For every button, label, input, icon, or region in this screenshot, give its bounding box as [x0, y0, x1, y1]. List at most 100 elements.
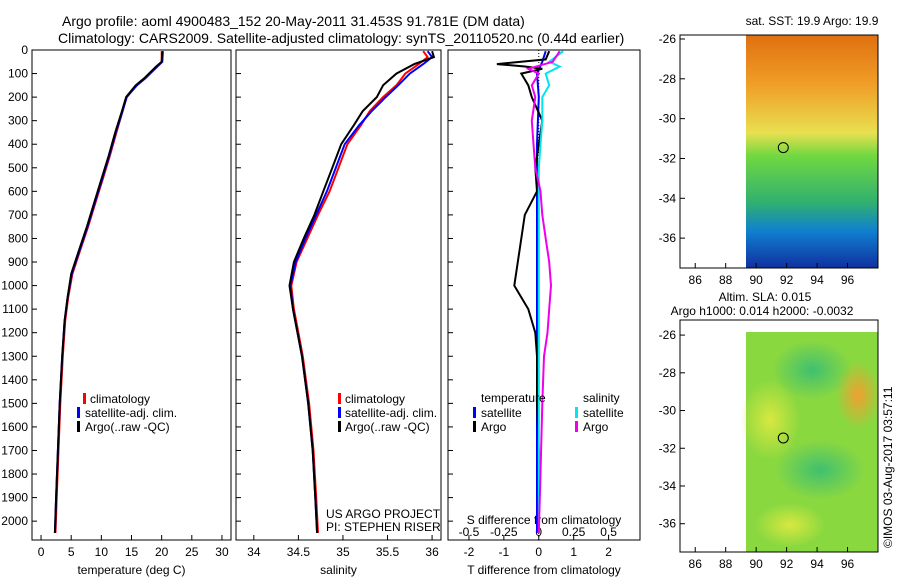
y-tick-label: 1700	[1, 443, 28, 457]
legend-swatch-sal-satellite	[575, 407, 578, 418]
legend-swatch-climatology	[83, 393, 86, 404]
map-y-tick-label: -28	[659, 366, 677, 380]
plot-frame	[31, 49, 232, 541]
pi-credit: PI: STEPHEN RISER	[326, 520, 441, 534]
difference-panel: -2 -1 0 1 2-0.5 -0.25 0 0.25 0.5S difference fro…	[447, 49, 641, 577]
temperature-panel: 0 5 10 15 20 25 30 temperature (deg C) 0 100 200 30…	[1, 43, 232, 577]
figure-title-line1: Argo profile: aoml 4900483_152 20-May-20…	[62, 13, 525, 29]
x-tick-label: 15	[125, 545, 139, 559]
legend-swatch-satellite	[77, 407, 80, 418]
y-tick-label: 400	[8, 137, 28, 151]
map-x-tick-label: 94	[810, 557, 824, 571]
y-tick-label: 1000	[1, 279, 28, 293]
x-tick-label: 36	[425, 545, 439, 559]
y-tick-label: 1600	[1, 420, 28, 434]
x-tick-label: 20	[155, 545, 169, 559]
legend-label-climatology: climatology	[345, 392, 405, 406]
map-y-tick-label: -30	[659, 112, 677, 126]
legend-swatch-temp-argo	[473, 421, 476, 432]
legend-label-satellite: satellite-adj. clim.	[85, 406, 177, 420]
sla-map-band-2	[755, 503, 825, 547]
plot-frame	[447, 49, 641, 541]
y-tick-label: 1500	[1, 396, 28, 410]
legend-label-climatology: climatology	[90, 392, 150, 406]
x-tick-label: 0	[535, 545, 542, 559]
sst-map-panel: 86 88 90 92 94 96 -26 -28 -30 -32 -34 -36	[659, 32, 879, 287]
sla-map-eddy-2	[775, 440, 865, 500]
legend-swatch-sal-argo	[575, 421, 578, 432]
map-y-tick-label: -26	[659, 328, 677, 342]
sla-map-title: Altim. SLA: 0.015	[719, 290, 812, 304]
legend-label-argo: Argo(..raw -QC)	[345, 420, 430, 434]
legend-swatch-satellite	[338, 407, 341, 418]
map-x-tick-label: 86	[689, 557, 703, 571]
sla-map-high	[836, 361, 880, 429]
legend-label-temp-satellite: satellite	[481, 406, 522, 420]
x2-tick-label: -0.25	[490, 525, 518, 539]
series-line-satellite	[289, 50, 434, 533]
legend-label-temp-argo: Argo	[481, 420, 507, 434]
legend-swatch-argo	[338, 421, 341, 432]
x-axis-label: T difference from climatology	[467, 563, 621, 577]
x-tick-label: 35	[336, 545, 350, 559]
x-tick-label: 25	[185, 545, 199, 559]
y-tick-label: 0	[21, 43, 28, 57]
x-tick-label: 5	[68, 545, 75, 559]
y-tick-label: 1100	[2, 302, 28, 316]
y-tick-label: 2000	[1, 514, 28, 528]
x-axis-label: salinity	[320, 563, 357, 577]
y-tick-label: 1900	[1, 491, 28, 505]
y-tick-label: 200	[8, 90, 28, 104]
map-x-tick-label: 96	[841, 557, 855, 571]
series-line-temp-argo	[496, 50, 551, 533]
y-tick-label: 700	[8, 208, 28, 222]
legend-label-argo: Argo(..raw -QC)	[85, 420, 170, 434]
legend-swatch-temp-satellite	[473, 407, 476, 418]
salinity-legend: climatology satellite-adj. clim. Argo(..…	[338, 392, 437, 434]
x-axis-label: temperature (deg C)	[77, 563, 185, 577]
map-x-tick-label: 88	[719, 273, 733, 287]
map-x-tick-label: 94	[810, 273, 824, 287]
map-y-tick-label: -34	[659, 479, 677, 493]
x2-tick-label: 0.25	[562, 525, 586, 539]
legend-label-sal-argo: Argo	[583, 420, 609, 434]
imos-stamp: ©IMOS 03-Aug-2017 03:57:11	[881, 386, 895, 548]
x2-tick-label: 0.5	[600, 525, 617, 539]
y-tick-label: 900	[8, 255, 28, 269]
y-tick-label: 800	[8, 231, 28, 245]
map-y-tick-label: -32	[659, 441, 677, 455]
map-y-tick-label: -36	[659, 517, 677, 531]
sst-map-image	[746, 35, 878, 268]
x-tick-label: 2	[605, 545, 612, 559]
series-line-sal-argo	[525, 50, 561, 533]
x-tick-label: 35.5	[376, 545, 400, 559]
map-x-tick-label: 90	[749, 557, 763, 571]
x2-axis-label: S difference from climatology	[467, 513, 622, 527]
legend-label-sal-satellite: satellite	[583, 406, 624, 420]
sla-map-panel: 86 88 90 92 94 96 -26 -28 -30 -32 -34 -36	[659, 319, 879, 571]
legend-label-satellite: satellite-adj. clim.	[345, 406, 437, 420]
x-tick-label: 34.5	[287, 545, 311, 559]
y-tick-label: 1300	[1, 349, 28, 363]
argo-position-marker	[777, 142, 789, 154]
x-tick-label: 1	[570, 545, 577, 559]
sla-map-subtitle: Argo h1000: 0.014 h2000: -0.0032	[671, 304, 854, 318]
legend-title-temperature: temperature	[481, 391, 546, 405]
y-tick-label: 1200	[1, 326, 28, 340]
temperature-legend: climatology satellite-adj. clim. Argo(..…	[77, 392, 177, 434]
y-tick-label: 1400	[1, 373, 28, 387]
x-tick-label: 0	[38, 545, 45, 559]
series-line-argo	[288, 50, 436, 533]
map-x-tick-label: 88	[719, 557, 733, 571]
map-x-tick-label: 90	[749, 273, 763, 287]
legend-swatch-argo	[77, 421, 80, 432]
series-line-sal-satellite	[537, 50, 564, 533]
map-y-tick-label: -32	[659, 151, 677, 165]
y-tick-label: 500	[8, 161, 28, 175]
map-x-tick-label: 96	[841, 273, 855, 287]
map-x-tick-label: 92	[780, 557, 794, 571]
map-frame	[679, 319, 879, 553]
map-y-tick-label: -26	[659, 32, 677, 46]
series-line-argo	[53, 51, 164, 533]
